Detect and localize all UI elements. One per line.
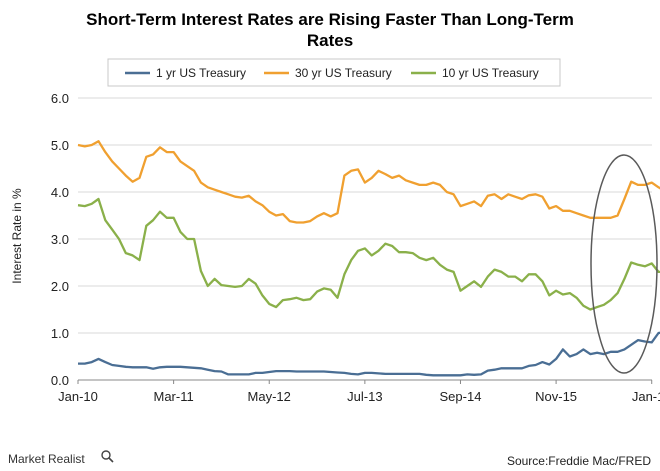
- y-axis-ticks: 0.0 1.0 2.0 3.0 4.0 5.0 6.0: [51, 91, 69, 388]
- series-line-30-yr-us-treasury: [77, 140, 660, 224]
- x-tick-label: Jan-17: [632, 389, 660, 404]
- y-tick-label: 6.0: [51, 91, 69, 106]
- x-tick-label: Jul-13: [347, 389, 382, 404]
- highlight-ellipse: [590, 154, 658, 374]
- y-tick-label: 5.0: [51, 138, 69, 153]
- legend-label-1yr: 1 yr US Treasury: [156, 66, 246, 80]
- y-tick-label: 3.0: [51, 232, 69, 247]
- chart-title-line1: Short-Term Interest Rates are Rising Fas…: [86, 10, 574, 29]
- brand-logo: Market Realist: [8, 450, 114, 466]
- source-note: Source:Freddie Mac/FRED: [507, 454, 651, 468]
- series-lines: [77, 140, 660, 377]
- magnifier-icon: [101, 450, 114, 463]
- legend-box: [107, 58, 561, 87]
- y-tick-label: 0.0: [51, 373, 69, 388]
- series-line-1-yr-us-treasury: [78, 331, 660, 377]
- gridlines: [78, 97, 652, 334]
- brand-name: Market Realist: [8, 452, 85, 466]
- chart-title-line2: Rates: [307, 31, 353, 50]
- x-tick-label: Sep-14: [440, 389, 482, 404]
- series-line-10-yr-us-treasury: [77, 197, 660, 311]
- x-tick-label: Nov-15: [535, 389, 577, 404]
- y-axis-title: Interest Rate in %: [10, 188, 24, 284]
- y-tick-label: 1.0: [51, 326, 69, 341]
- legend: 1 yr US Treasury 30 yr US Treasury 10 yr…: [107, 58, 561, 87]
- legend-label-10yr: 10 yr US Treasury: [442, 66, 539, 80]
- x-axis-ticks: Jan-10 Mar-11 May-12 Jul-13 Sep-14 Nov-15 Jan-…: [58, 380, 660, 404]
- x-tick-label: Mar-11: [154, 389, 194, 404]
- x-tick-label: Jan-10: [58, 389, 98, 404]
- x-tick-label: May-12: [248, 389, 291, 404]
- legend-label-30yr: 30 yr US Treasury: [295, 66, 392, 80]
- y-tick-label: 2.0: [51, 279, 69, 294]
- y-tick-label: 4.0: [51, 185, 69, 200]
